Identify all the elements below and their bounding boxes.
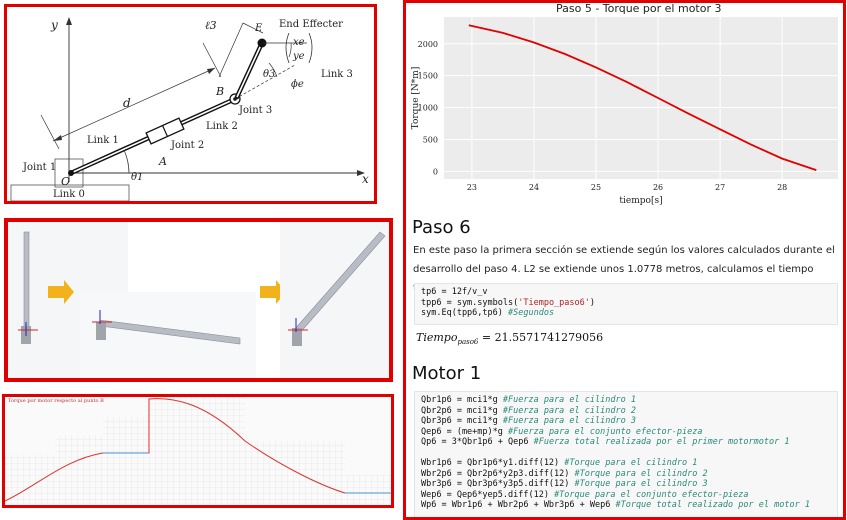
d-ext-line-2 xyxy=(202,42,222,78)
output-sub: paso6 xyxy=(457,338,479,347)
x-tick-label: 26 xyxy=(653,183,663,192)
end-effecter-point xyxy=(257,38,267,48)
d-ext-line-1 xyxy=(40,114,60,150)
d-label: d xyxy=(123,96,131,110)
torque-preview-chart: Torque por motor respecto al punto B xyxy=(5,397,391,505)
joint1-label: Joint 1 xyxy=(22,162,56,173)
x-tick-label: 27 xyxy=(715,183,725,192)
preview-title: Torque por motor respecto al punto B xyxy=(8,398,104,404)
preview-grid-6 xyxy=(345,475,391,505)
origin-label: O xyxy=(61,175,70,188)
coord-paren-left xyxy=(285,32,290,64)
preview-grid-3 xyxy=(103,417,149,505)
coord-paren-right xyxy=(308,32,313,64)
section-paso6-heading: Paso 6 xyxy=(412,217,471,238)
xe-label: xe xyxy=(293,37,305,48)
link2-label: Link 2 xyxy=(206,121,238,132)
joint2-label: Joint 2 xyxy=(170,140,204,151)
theta1-label: θ1 xyxy=(131,172,143,183)
x-tick-label: 25 xyxy=(591,183,601,192)
phi-e-label: ϕe xyxy=(291,79,304,90)
joint1-pivot xyxy=(68,170,74,176)
code-cell-paso6[interactable]: tp6 = 12f/v_v tpp6 = sym.symbols('Tiempo… xyxy=(414,283,838,325)
phi-e-arc xyxy=(288,42,292,58)
torque-motor3-chart: 23 24 25 26 27 28 0 500 1000 1500 2000 tiempo[s] Tor… xyxy=(411,17,838,206)
link3-bar-inner xyxy=(236,44,262,98)
plot-area-bg xyxy=(444,17,838,179)
output-lhs: Tiempo xyxy=(416,331,458,344)
joint2-slider xyxy=(145,117,185,145)
robot-arm-diagram-panel: Link 0 Joint 1 y x O Link 1 Joint 2 Link… xyxy=(4,4,377,204)
d-arrow-end xyxy=(207,68,215,74)
point-b-label: B xyxy=(215,85,224,98)
y-tick-label: 0 xyxy=(433,167,438,176)
x-axis-label: tiempo[s] xyxy=(619,196,662,206)
x-axis-label: x xyxy=(362,172,369,186)
sim-frame-3-base xyxy=(292,328,302,346)
y-tick-label: 1500 xyxy=(418,72,438,81)
d-dimension-line xyxy=(52,67,216,142)
y-tick-label: 2000 xyxy=(418,40,438,49)
theta1-arc xyxy=(123,149,130,174)
preview-grid-4 xyxy=(149,397,245,505)
output-rhs: = 21.5571741279056 xyxy=(481,331,604,344)
d-arrow-start xyxy=(53,135,62,141)
link2-extension-line xyxy=(234,64,296,100)
x-tick-label: 28 xyxy=(777,183,787,192)
y-axis-arrow xyxy=(66,17,72,25)
link0-box xyxy=(10,184,130,201)
x-axis-arrow xyxy=(357,170,365,176)
joint3-label: Joint 3 xyxy=(238,105,272,116)
ye-label: ye xyxy=(292,51,305,62)
preview-grid-2 xyxy=(55,435,103,505)
theta3-label: θ3 xyxy=(263,69,275,80)
robot-arm-diagram: Link 0 Joint 1 y x O Link 1 Joint 2 Link… xyxy=(10,17,369,201)
torque-series-line xyxy=(468,24,817,171)
link3-label: Link 3 xyxy=(321,69,353,80)
preview-torque-curve xyxy=(5,398,391,502)
simulation-sequence-panel xyxy=(4,218,393,382)
l3-dimension-line xyxy=(218,22,244,78)
sequence-arrow-1-icon xyxy=(48,280,74,304)
point-a-label: A xyxy=(158,155,167,168)
plot-title: Paso 5 - Torque por el motor 3 xyxy=(556,2,722,15)
code-cell-motor1[interactable]: Qbr1p6 = mci1*g #Fuerza para el cilindro… xyxy=(414,391,838,517)
x-tick-label: 24 xyxy=(529,183,539,192)
y-tick-label: 1000 xyxy=(418,104,438,113)
end-effecter-label: End Effecter xyxy=(279,19,343,30)
y-axis-label: Torque [N*m] xyxy=(411,67,421,130)
l3-label: ℓ3 xyxy=(205,19,217,32)
simulation-sequence xyxy=(8,222,389,378)
l3-ext-line xyxy=(242,22,264,34)
sim-frame-2-base xyxy=(96,322,106,340)
sequence-arrow-2-icon xyxy=(260,280,286,304)
link1-label: Link 1 xyxy=(87,135,119,146)
section-motor1-heading: Motor 1 xyxy=(412,363,482,384)
point-e-label: E xyxy=(254,23,263,34)
torque-preview-panel: Torque por motor respecto al punto B xyxy=(2,394,394,508)
x-tick-label: 23 xyxy=(467,183,477,192)
notebook-panel[interactable]: Paso 5 - Torque por el motor 3 23 24 25 26 2… xyxy=(403,0,846,520)
output-tiempo-paso6: Tiempopaso6 = 21.5571741279056 xyxy=(416,331,603,346)
theta3-arc xyxy=(268,62,278,78)
y-axis-label: y xyxy=(50,18,58,32)
y-tick-label: 500 xyxy=(423,135,438,144)
link0-label: Link 0 xyxy=(53,189,85,200)
